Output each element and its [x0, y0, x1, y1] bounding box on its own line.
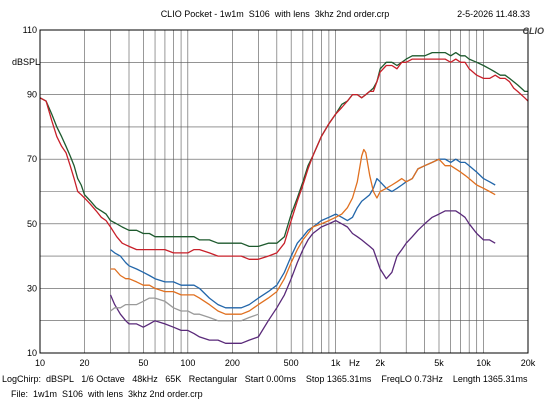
timestamp: 2-5-2026 11.48.33 — [457, 9, 530, 19]
chart-series-group — [39, 51, 529, 344]
x-tick-label: 2k — [375, 358, 385, 368]
y-tick-label: 110 — [23, 25, 37, 35]
measurement-settings-line: LogChirp: dBSPL 1/6 Octave 48kHz 65K Rec… — [2, 374, 528, 384]
x-tick-label: 100 — [180, 358, 195, 368]
x-tick-label: 1k — [331, 358, 341, 368]
y-tick-label: 30 — [27, 283, 37, 293]
x-tick-label: 500 — [284, 358, 299, 368]
y-axis-tick-labels: 110 90 70 50 30 10 — [23, 25, 37, 358]
y-tick-label: 50 — [27, 219, 37, 229]
y-axis-label: dBSPL — [12, 57, 41, 67]
file-name-line: File: 1w1m S106 with lens 3khz 2nd order… — [11, 389, 203, 399]
x-tick-label: 10k — [476, 358, 491, 368]
clio-brand-logo: CLIO — [522, 26, 545, 36]
y-tick-label: 10 — [27, 348, 37, 358]
series-line-5 — [109, 210, 496, 344]
y-tick-label: 90 — [27, 90, 37, 100]
series-line-4 — [110, 148, 496, 315]
chart-grid — [39, 29, 529, 354]
plot-frame — [39, 29, 529, 354]
x-axis-label: Hz — [349, 358, 360, 368]
x-tick-label: 20k — [521, 358, 536, 368]
series-line-1 — [39, 51, 528, 248]
x-tick-label: 50 — [138, 358, 148, 368]
x-tick-label: 5k — [434, 358, 444, 368]
y-tick-label: 70 — [27, 154, 37, 164]
x-tick-label: 10 — [35, 358, 45, 368]
series-line-2 — [39, 58, 529, 260]
x-axis-tick-labels: 10 20 50 100 200 500 1k 2k 5k 10k 20k — [35, 358, 536, 368]
x-tick-label: 20 — [79, 358, 89, 368]
x-tick-label: 200 — [225, 358, 240, 368]
series-line-6 — [110, 297, 259, 322]
chart-title: CLIO Pocket - 1w1m S106 with lens 3khz 2… — [160, 9, 390, 19]
